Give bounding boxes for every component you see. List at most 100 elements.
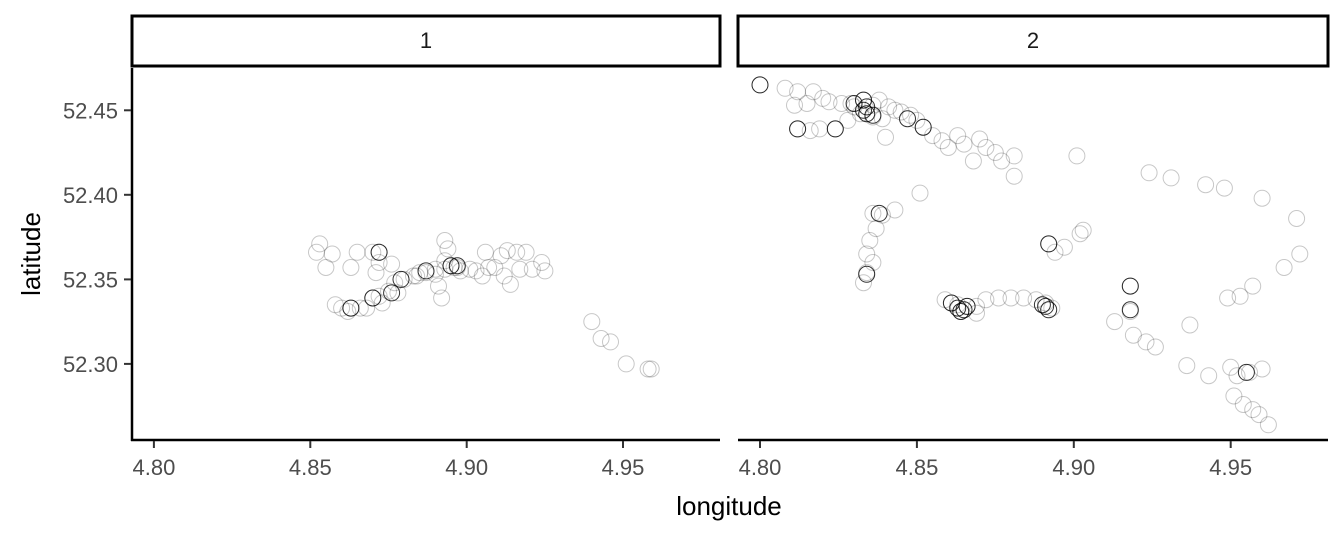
data-point-overlap [855,101,872,119]
data-point [1244,401,1262,419]
data-point [511,260,529,278]
data-point [439,240,457,258]
data-point [405,267,422,285]
data-point [933,132,951,150]
data-point-overlap [442,257,460,275]
data-point [445,259,463,276]
data-point [949,127,967,145]
data-point [370,287,388,305]
data-point [1244,277,1262,295]
data-point-overlap [1237,363,1255,381]
data-point [367,264,385,282]
data-point [1200,367,1218,385]
data-point [924,127,942,145]
data-point [839,111,857,129]
data-point [1228,367,1246,385]
data-point [486,259,504,276]
data-point [1231,287,1249,305]
data-point [395,270,413,288]
data-point [348,243,366,261]
data-point-overlap [899,110,916,128]
data-point [873,206,891,224]
data-point [523,260,541,278]
data-point-overlap [952,303,970,320]
data-point [642,360,660,378]
data-point [1162,169,1180,187]
x-axis-ticks: 4.80 4.85 4.90 4.95 4.80 4.85 4.90 4.95 [132,441,1252,480]
data-point [380,282,397,300]
data-point [592,330,610,347]
y-tick-label: 52.40 [63,183,118,208]
data-point [1275,259,1293,276]
y-axis-ticks: 52.30 52.35 52.40 52.45 [63,98,131,377]
facet-strip-1: 1 [130,14,722,68]
y-tick-label: 52.30 [63,352,118,377]
data-point [877,128,894,146]
data-point-overlap [364,289,382,307]
data-point [602,333,619,351]
data-point [473,267,491,285]
data-point [1137,333,1155,351]
data-point-overlap [949,299,967,317]
data-point [851,105,869,123]
data-point [1225,387,1243,405]
data-point [508,243,526,261]
data-point [1259,416,1277,434]
data-point [1027,291,1045,309]
data-point [855,274,872,292]
data-point-overlap [392,270,410,288]
data-point [436,252,454,270]
data-point [1234,396,1252,413]
data-point [1241,363,1258,381]
data-point-overlap [383,284,401,302]
data-point [373,294,391,312]
data-point [370,254,388,271]
data-point [308,243,325,261]
data-point [1055,238,1073,256]
data-point [492,247,510,265]
data-point [820,93,838,111]
data-point-overlap [1040,235,1058,253]
data-point [1071,225,1089,243]
panel-2-points [751,76,1309,434]
data-point [861,232,879,249]
data-point [495,267,513,285]
x-tick-label: 4.85 [895,455,938,480]
data-point [811,120,829,138]
data-point-overlap [751,76,769,94]
data-point [1005,147,1023,165]
x-tick-label: 4.80 [132,455,175,480]
data-point-overlap [448,257,466,275]
data-point [436,232,454,249]
data-point [911,184,929,202]
data-point [461,260,479,278]
facet-strip-2: 2 [736,14,1330,68]
data-point [1219,289,1237,307]
data-point [1121,303,1139,320]
data-point [426,265,444,283]
data-point-overlap [1040,301,1058,319]
data-point [1074,221,1092,239]
data-point-overlap [1033,296,1051,314]
data-point-overlap [789,120,807,138]
data-point [993,152,1011,170]
data-point [1068,147,1086,165]
data-point [833,95,851,112]
data-point-overlap [858,105,876,123]
data-point [1291,245,1309,263]
data-point [801,122,819,140]
data-point-overlap [914,118,932,136]
data-point [364,243,382,261]
data-point [517,243,535,261]
data-point-overlap [858,98,876,116]
data-point [776,79,794,97]
data-point [1046,243,1064,261]
data-point [1005,167,1023,185]
data-point [814,89,832,107]
data-point [389,284,407,302]
data-point [864,254,882,271]
data-point [968,297,985,315]
data-point [533,254,551,271]
data-point [476,243,494,261]
data-point [333,299,351,317]
